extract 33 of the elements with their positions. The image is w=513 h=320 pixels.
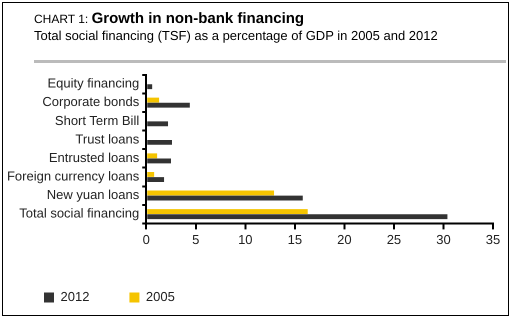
bar (147, 209, 308, 214)
bar (147, 177, 164, 182)
legend-label: 2012 (60, 289, 90, 304)
x-tick-label: 30 (436, 232, 451, 247)
y-tick-label: Equity financing (47, 76, 140, 91)
y-tick-label: Total social financing (19, 206, 140, 221)
bar (147, 158, 171, 164)
bar (147, 196, 303, 201)
x-tick-label: 15 (288, 232, 302, 247)
chart-title: CHART 1: Growth in non-bank financing (34, 10, 304, 27)
bar (147, 98, 160, 103)
bar (147, 102, 190, 108)
bar (147, 214, 448, 220)
y-tick-label: New yuan loans (46, 187, 140, 202)
y-tick-label: Entrusted loans (48, 150, 140, 165)
y-tick-label: Trust loans (75, 131, 140, 146)
chart-subtitle: Total social financing (TSF) as a percentage of GDP in 2005 and 2012 (34, 28, 439, 43)
bar (147, 172, 154, 177)
bar (147, 84, 152, 90)
x-tick-label: 25 (386, 232, 402, 247)
x-tick-label: 0 (142, 232, 150, 247)
bar (147, 153, 158, 158)
bar (147, 190, 274, 196)
y-tick-label: Short Term Bill (54, 112, 140, 128)
x-tick-label: 35 (486, 232, 500, 247)
bar (147, 140, 172, 145)
bar (147, 121, 168, 126)
y-tick-label: Foreign currency loans (6, 168, 140, 184)
x-tick-label: 10 (238, 232, 253, 247)
y-tick-label: Corporate bonds (42, 94, 140, 110)
legend-label: 2005 (146, 289, 175, 304)
x-tick-label: 5 (192, 232, 200, 247)
x-tick-label: 20 (337, 232, 352, 247)
